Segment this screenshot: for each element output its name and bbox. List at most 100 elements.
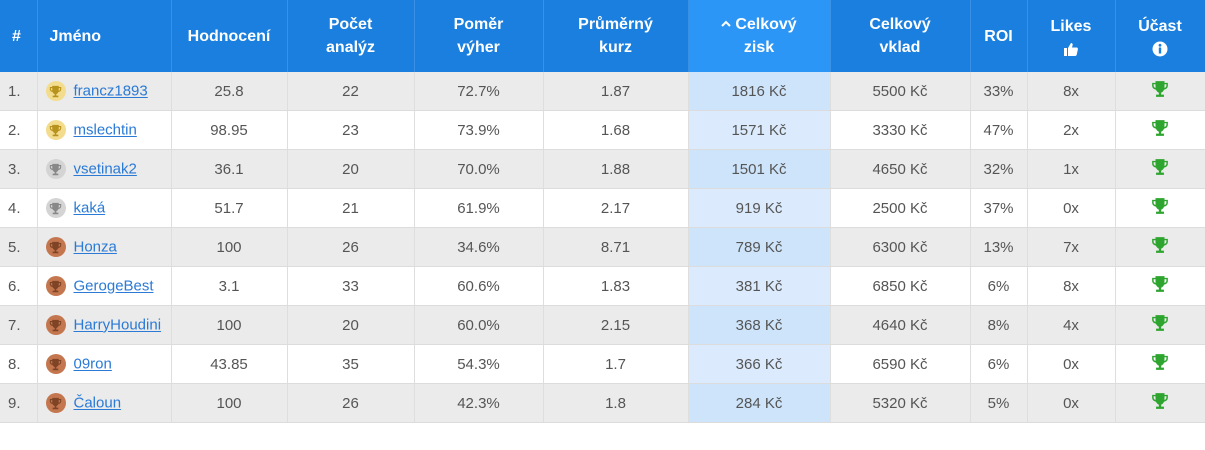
- table-cell: 23: [287, 110, 415, 150]
- table-cell: 8%: [970, 305, 1028, 345]
- user-link[interactable]: francz1893: [73, 82, 148, 100]
- trophy-icon: [1152, 198, 1168, 214]
- table-cell: 43.85: [171, 344, 288, 384]
- col-header[interactable]: Likes: [1027, 0, 1116, 72]
- table-cell: 37%: [970, 188, 1028, 228]
- table-body: 1. francz1893 25.8 22 72.7% 1.87 1816 Kč 5500 K…: [0, 72, 1205, 423]
- user-link[interactable]: Honza: [73, 238, 117, 256]
- user-link[interactable]: vsetinak2: [73, 160, 137, 178]
- table-cell: 21: [287, 188, 415, 228]
- table-cell: [1115, 72, 1205, 111]
- leaderboard: # Jméno Hodnocení Počet analýz Poměr výh…: [0, 0, 1205, 423]
- medal-icon: [45, 159, 66, 179]
- table-row: 6. GerogeBest 3.1 33 60.6% 1.83 381 Kč 6850 Kč 6…: [0, 266, 1205, 306]
- table-cell: 1571 Kč: [688, 110, 831, 150]
- table-row: 1. francz1893 25.8 22 72.7% 1.87 1816 Kč 5500 K…: [0, 72, 1205, 111]
- col-header[interactable]: Hodnocení: [171, 0, 288, 72]
- table-cell: 368 Kč: [688, 305, 831, 345]
- table-cell: 34.6%: [414, 227, 544, 267]
- table-cell: 2x: [1027, 110, 1116, 150]
- table-cell: 5.: [0, 227, 38, 267]
- table-cell: [1115, 227, 1205, 267]
- participation-icon: [1151, 158, 1169, 176]
- table-cell: mslechtin: [37, 110, 172, 150]
- trophy-icon: [1152, 354, 1168, 370]
- table-cell: 381 Kč: [688, 266, 831, 306]
- trophy-icon: [1152, 315, 1168, 331]
- col-header[interactable]: #: [0, 0, 38, 72]
- table-cell: 33%: [970, 72, 1028, 111]
- col-title: Celkový zisk: [735, 16, 797, 56]
- table-cell: 8x: [1027, 72, 1116, 111]
- table-cell: 98.95: [171, 110, 288, 150]
- col-title: Celkový vklad: [869, 16, 931, 56]
- col-header[interactable]: Účast: [1115, 0, 1205, 72]
- participation-icon: [1151, 236, 1169, 254]
- table-cell: 32%: [970, 149, 1028, 189]
- table-cell: 4.: [0, 188, 38, 228]
- col-header[interactable]: Celkový zisk: [688, 0, 831, 72]
- table-cell: 60.0%: [414, 305, 544, 345]
- table-cell: 1.88: [543, 149, 689, 189]
- table-cell: 6850 Kč: [830, 266, 971, 306]
- table-cell: 100: [171, 227, 288, 267]
- table-cell: 9.: [0, 383, 38, 423]
- user-link[interactable]: Čaloun: [73, 394, 122, 412]
- table-cell: 70.0%: [414, 149, 544, 189]
- user-link[interactable]: HarryHoudini: [73, 316, 162, 334]
- col-header[interactable]: ROI: [970, 0, 1028, 72]
- table-cell: [1115, 188, 1205, 228]
- trophy-icon: [49, 124, 62, 136]
- participation-icon: [1151, 197, 1169, 215]
- table-cell: 100: [171, 305, 288, 345]
- col-title: Účast: [1138, 18, 1182, 35]
- table-row: 2. mslechtin 98.95 23 73.9% 1.68 1571 Kč 3330 K…: [0, 110, 1205, 150]
- col-title: Likes: [1050, 18, 1092, 35]
- user-link[interactable]: GerogeBest: [73, 277, 154, 295]
- user-link[interactable]: 09ron: [73, 355, 112, 373]
- trophy-icon: [1152, 276, 1168, 292]
- table-cell: [1115, 383, 1205, 423]
- table-cell: 4640 Kč: [830, 305, 971, 345]
- table-cell: Čaloun: [37, 383, 172, 423]
- table-cell: 1.7: [543, 344, 689, 384]
- table-cell: vsetinak2: [37, 149, 172, 189]
- col-header[interactable]: Celkový vklad: [830, 0, 971, 72]
- participation-icon: [1151, 80, 1169, 98]
- medal-icon: [45, 237, 66, 257]
- table-cell: 2.15: [543, 305, 689, 345]
- table-cell: 61.9%: [414, 188, 544, 228]
- user-link[interactable]: mslechtin: [73, 121, 137, 139]
- trophy-icon: [49, 358, 62, 370]
- table-cell: 8x: [1027, 266, 1116, 306]
- table-cell: 7x: [1027, 227, 1116, 267]
- table-cell: 789 Kč: [688, 227, 831, 267]
- header-row: # Jméno Hodnocení Počet analýz Poměr výh…: [0, 0, 1205, 72]
- user-link[interactable]: kaká: [73, 199, 106, 217]
- table-cell: 0x: [1027, 383, 1116, 423]
- participation-icon: [1151, 392, 1169, 410]
- trophy-icon: [49, 397, 62, 409]
- table-cell: 20: [287, 149, 415, 189]
- trophy-icon: [49, 85, 62, 97]
- col-header[interactable]: Jméno: [37, 0, 172, 72]
- medal-icon: [45, 276, 66, 296]
- col-header[interactable]: Průměrný kurz: [543, 0, 689, 72]
- col-title: ROI: [984, 27, 1013, 45]
- table-cell: 1.: [0, 72, 38, 111]
- table-cell: 54.3%: [414, 344, 544, 384]
- table-cell: francz1893: [37, 72, 172, 111]
- col-title: #: [12, 27, 21, 45]
- table-cell: Honza: [37, 227, 172, 267]
- col-header[interactable]: Počet analýz: [287, 0, 415, 72]
- table-cell: 1501 Kč: [688, 149, 831, 189]
- col-header[interactable]: Poměr výher: [414, 0, 544, 72]
- sort-icon: [721, 20, 732, 27]
- table-cell: 5320 Kč: [830, 383, 971, 423]
- trophy-icon: [49, 241, 62, 253]
- table-cell: 35: [287, 344, 415, 384]
- table-cell: 36.1: [171, 149, 288, 189]
- trophy-icon: [1152, 393, 1168, 409]
- table-cell: 6590 Kč: [830, 344, 971, 384]
